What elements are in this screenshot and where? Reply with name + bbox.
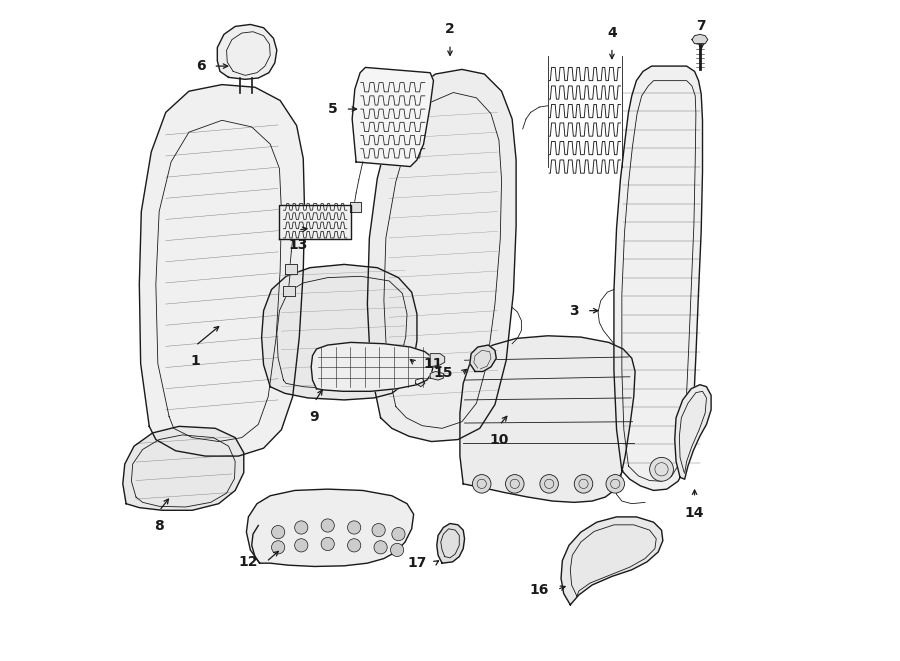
Circle shape [294,539,308,552]
Polygon shape [349,202,361,212]
Circle shape [606,475,625,493]
Polygon shape [692,34,707,44]
Circle shape [347,521,361,534]
Text: 14: 14 [685,506,705,520]
Circle shape [372,524,385,537]
Text: 11: 11 [424,356,443,371]
Polygon shape [470,345,496,371]
Polygon shape [122,426,244,510]
Text: 6: 6 [196,59,205,73]
Circle shape [272,541,284,554]
Polygon shape [280,205,351,239]
Text: 5: 5 [328,102,338,116]
Polygon shape [561,517,662,605]
Text: 4: 4 [608,26,616,40]
Text: 3: 3 [570,303,579,318]
Polygon shape [430,371,444,380]
Text: 8: 8 [154,519,164,533]
Text: 9: 9 [310,410,320,424]
Circle shape [392,527,405,541]
Text: 15: 15 [434,366,454,381]
Text: 13: 13 [288,238,308,252]
Polygon shape [262,264,417,400]
Polygon shape [416,378,425,387]
Circle shape [321,537,334,551]
Text: 12: 12 [238,555,258,569]
Polygon shape [217,24,277,79]
Polygon shape [436,524,464,563]
Text: 10: 10 [490,433,509,447]
Polygon shape [430,354,445,367]
Circle shape [272,525,284,539]
Polygon shape [247,489,414,566]
Circle shape [540,475,558,493]
Circle shape [506,475,524,493]
Circle shape [321,519,334,532]
Circle shape [472,475,491,493]
Text: 7: 7 [697,19,706,33]
Polygon shape [460,336,635,502]
Polygon shape [675,385,711,479]
Polygon shape [352,67,434,167]
Polygon shape [367,69,516,442]
Text: 2: 2 [446,22,454,36]
Text: 1: 1 [191,354,201,368]
Polygon shape [284,264,297,274]
Text: 16: 16 [530,582,549,597]
Polygon shape [140,85,304,456]
Circle shape [391,543,404,557]
Polygon shape [311,342,434,391]
Polygon shape [284,286,295,296]
Text: 17: 17 [408,556,427,570]
Circle shape [294,521,308,534]
Circle shape [374,541,387,554]
Circle shape [574,475,593,493]
Circle shape [650,457,673,481]
Polygon shape [614,66,703,490]
Circle shape [347,539,361,552]
